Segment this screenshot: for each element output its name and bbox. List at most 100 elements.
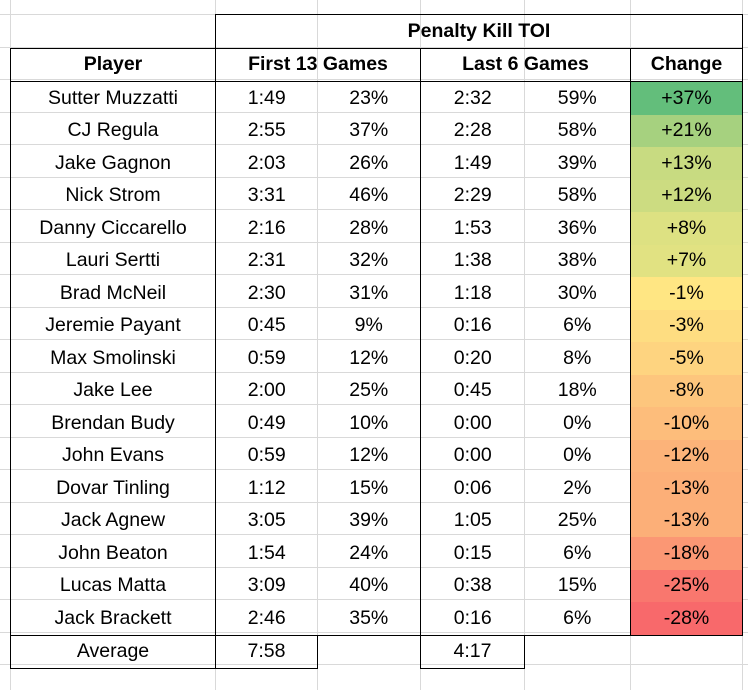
last-6-pct-cell: 18%	[524, 374, 631, 407]
last-6-pct-cell: 6%	[524, 537, 631, 570]
last-6-toi-cell: 1:53	[420, 212, 525, 245]
first-13-toi-cell: 0:49	[215, 407, 318, 440]
table-row: Sutter Muzzatti 1:49 23% 2:32 59% +37%	[10, 81, 743, 115]
change-cell: -18%	[630, 537, 743, 570]
last-6-pct-cell: 8%	[524, 342, 631, 375]
average-last-6-toi: 4:17	[420, 634, 525, 669]
last-6-toi-cell: 1:18	[420, 277, 525, 310]
change-cell: -12%	[630, 439, 743, 472]
first-13-pct-cell: 24%	[317, 537, 421, 570]
last-6-toi-cell: 1:49	[420, 147, 525, 180]
table-row: Max Smolinski 0:59 12% 0:20 8% -5%	[10, 342, 743, 375]
first-13-toi-cell: 3:31	[215, 179, 318, 212]
player-name-cell: Jake Lee	[10, 374, 216, 407]
last-6-toi-cell: 0:16	[420, 309, 525, 342]
first-13-toi-cell: 2:46	[215, 602, 318, 636]
change-cell: -3%	[630, 309, 743, 342]
first-13-pct-cell: 23%	[317, 81, 421, 115]
last-6-pct-cell: 2%	[524, 472, 631, 505]
last-6-toi-cell: 0:15	[420, 537, 525, 570]
player-name-cell: Brad McNeil	[10, 277, 216, 310]
gridline	[742, 0, 743, 690]
last-6-pct-cell: 39%	[524, 147, 631, 180]
player-name-cell: Danny Ciccarello	[10, 212, 216, 245]
last-6-pct-cell: 0%	[524, 439, 631, 472]
last-6-toi-cell: 2:29	[420, 179, 525, 212]
last-6-pct-cell: 30%	[524, 277, 631, 310]
last-6-toi-cell: 0:20	[420, 342, 525, 375]
average-empty-cell	[525, 635, 631, 669]
last-6-pct-cell: 6%	[524, 602, 631, 636]
last-6-toi-cell: 0:00	[420, 439, 525, 472]
player-name-cell: Dovar Tinling	[10, 472, 216, 505]
first-13-pct-cell: 32%	[317, 244, 421, 277]
table-row: CJ Regula 2:55 37% 2:28 58% +21%	[10, 114, 743, 147]
change-cell: +8%	[630, 212, 743, 245]
empty-corner-cell	[11, 15, 216, 49]
first-13-pct-cell: 46%	[317, 179, 421, 212]
change-cell: -28%	[630, 602, 743, 636]
last-6-toi-cell: 0:00	[420, 407, 525, 440]
table-row: Brendan Budy 0:49 10% 0:00 0% -10%	[10, 407, 743, 440]
change-cell: +37%	[630, 81, 743, 115]
gridline	[0, 664, 748, 665]
change-cell: -13%	[630, 504, 743, 537]
last-6-pct-cell: 15%	[524, 569, 631, 602]
last-6-toi-cell: 0:45	[420, 374, 525, 407]
first-13-pct-cell: 31%	[317, 277, 421, 310]
change-cell: +13%	[630, 147, 743, 180]
player-name-cell: Lauri Sertti	[10, 244, 216, 277]
change-cell: +7%	[630, 244, 743, 277]
change-cell: +12%	[630, 179, 743, 212]
column-header-change: Change	[630, 47, 743, 82]
change-cell: -25%	[630, 569, 743, 602]
first-13-toi-cell: 2:55	[215, 114, 318, 147]
player-name-cell: Jeremie Payant	[10, 309, 216, 342]
change-cell: -5%	[630, 342, 743, 375]
table-row: Jack Brackett 2:46 35% 0:16 6% -28%	[10, 602, 743, 636]
first-13-toi-cell: 2:31	[215, 244, 318, 277]
change-cell: -10%	[630, 407, 743, 440]
change-cell: -13%	[630, 472, 743, 505]
table-row: Jake Lee 2:00 25% 0:45 18% -8%	[10, 374, 743, 407]
table-row: Dovar Tinling 1:12 15% 0:06 2% -13%	[10, 472, 743, 505]
first-13-pct-cell: 39%	[317, 504, 421, 537]
average-first-13-toi: 7:58	[215, 634, 318, 669]
first-13-toi-cell: 1:12	[215, 472, 318, 505]
table-row: Jeremie Payant 0:45 9% 0:16 6% -3%	[10, 309, 743, 342]
first-13-pct-cell: 40%	[317, 569, 421, 602]
table-row: Nick Strom 3:31 46% 2:29 58% +12%	[10, 179, 743, 212]
first-13-pct-cell: 26%	[317, 147, 421, 180]
player-name-cell: Brendan Budy	[10, 407, 216, 440]
last-6-pct-cell: 58%	[524, 179, 631, 212]
table-row: Jake Gagnon 2:03 26% 1:49 39% +13%	[10, 147, 743, 180]
last-6-pct-cell: 59%	[524, 81, 631, 115]
first-13-toi-cell: 2:00	[215, 374, 318, 407]
average-row: Average 7:58 4:17	[10, 634, 743, 669]
average-label-cell: Average	[10, 634, 216, 669]
table-row: Danny Ciccarello 2:16 28% 1:53 36% +8%	[10, 212, 743, 245]
last-6-pct-cell: 25%	[524, 504, 631, 537]
first-13-toi-cell: 2:30	[215, 277, 318, 310]
first-13-toi-cell: 0:59	[215, 342, 318, 375]
table-row: Jack Agnew 3:05 39% 1:05 25% -13%	[10, 504, 743, 537]
first-13-pct-cell: 25%	[317, 374, 421, 407]
first-13-pct-cell: 12%	[317, 342, 421, 375]
last-6-toi-cell: 0:16	[420, 602, 525, 636]
table-row: John Beaton 1:54 24% 0:15 6% -18%	[10, 537, 743, 570]
last-6-toi-cell: 0:06	[420, 472, 525, 505]
player-name-cell: Lucas Matta	[10, 569, 216, 602]
last-6-pct-cell: 36%	[524, 212, 631, 245]
change-cell: -1%	[630, 277, 743, 310]
change-cell: -8%	[630, 374, 743, 407]
first-13-pct-cell: 35%	[317, 602, 421, 636]
player-name-cell: John Beaton	[10, 537, 216, 570]
player-name-cell: Sutter Muzzatti	[10, 81, 216, 115]
table-row: Lauri Sertti 2:31 32% 1:38 38% +7%	[10, 244, 743, 277]
average-empty-cell	[318, 635, 421, 669]
player-name-cell: Max Smolinski	[10, 342, 216, 375]
table-row: John Evans 0:59 12% 0:00 0% -12%	[10, 439, 743, 472]
column-header-first-13: First 13 Games	[215, 47, 421, 82]
last-6-toi-cell: 0:38	[420, 569, 525, 602]
